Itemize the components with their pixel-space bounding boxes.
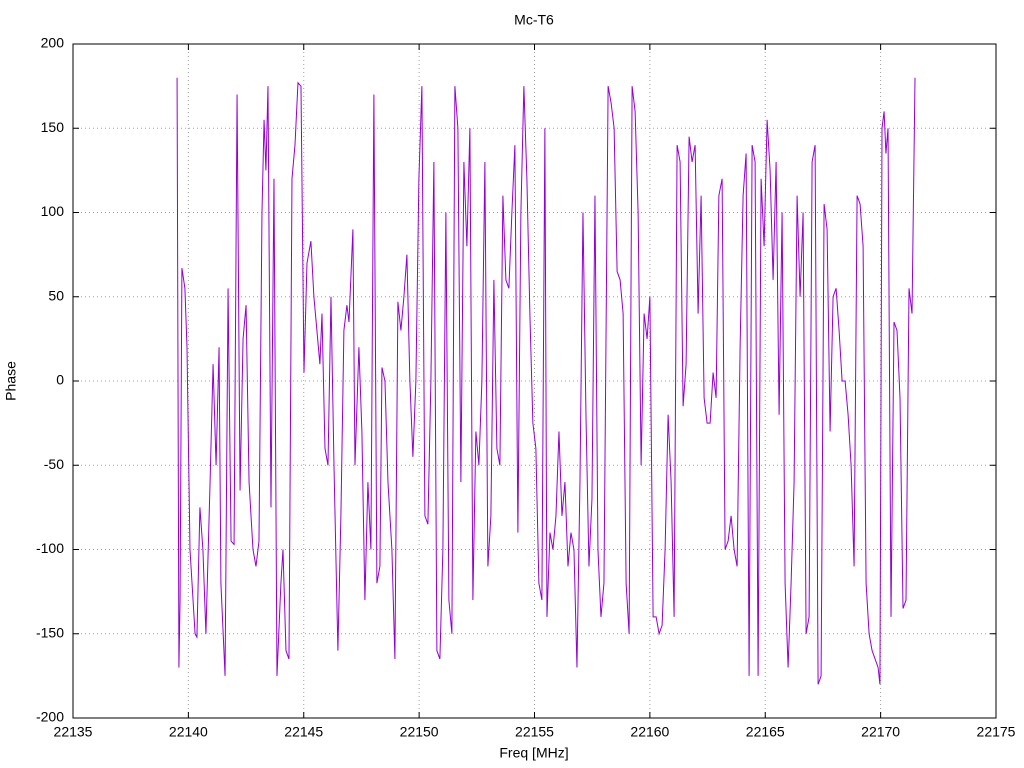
y-tick-label: -150 (36, 624, 64, 640)
y-tick-label: 100 (41, 203, 65, 219)
x-tick-label: 22175 (977, 724, 1016, 740)
x-tick-label: 22135 (54, 724, 93, 740)
plot-border (72, 43, 997, 719)
y-tick-label: -200 (36, 709, 64, 725)
y-tick-label: -50 (44, 456, 64, 472)
x-tick-label: 22165 (746, 724, 785, 740)
x-tick-label: 22160 (630, 724, 669, 740)
data-line (176, 77, 916, 685)
y-tick-label: 200 (41, 35, 65, 51)
x-tick-label: 22150 (400, 724, 439, 740)
y-tick-label: -100 (36, 540, 64, 556)
y-tick-label: 50 (48, 287, 64, 303)
y-tick-label: 150 (41, 119, 65, 135)
chart-title: Mc-T6 (514, 12, 554, 28)
y-axis-label: Phase (3, 361, 19, 401)
x-tick-label: 22145 (284, 724, 323, 740)
x-tick-label: 22155 (515, 724, 554, 740)
x-axis-label: Freq [MHz] (499, 745, 568, 761)
x-tick-label: 22140 (169, 724, 208, 740)
y-tick-label: 0 (56, 372, 64, 388)
x-tick-label: 22170 (861, 724, 900, 740)
